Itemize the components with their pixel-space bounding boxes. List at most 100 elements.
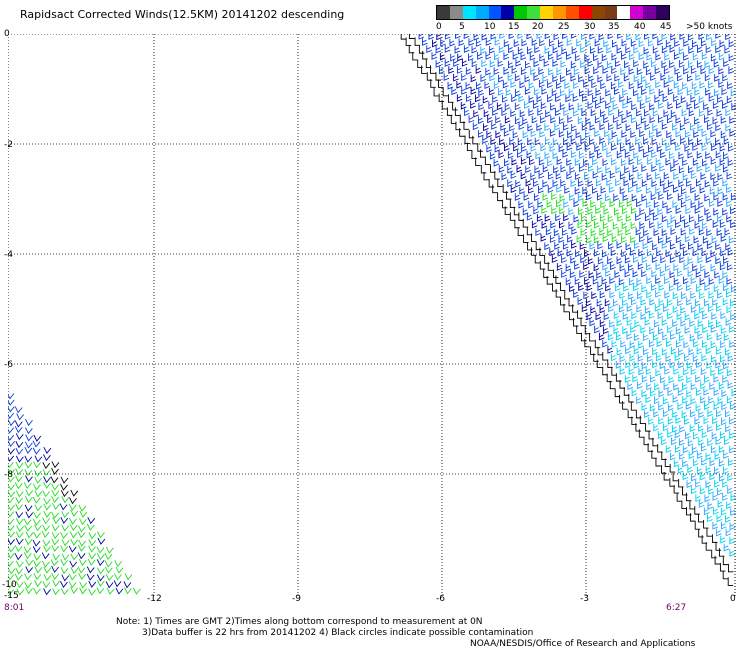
wind-barb (563, 303, 569, 313)
wind-barb (32, 447, 41, 455)
wind-barb (595, 206, 601, 214)
wind-barb (34, 490, 43, 498)
wind-barb (499, 34, 505, 40)
wind-barb (435, 72, 441, 81)
wind-barb (675, 340, 682, 348)
wind-barb (69, 560, 78, 568)
wind-barb (723, 283, 729, 292)
wind-barb (646, 172, 653, 181)
wind-barb (726, 199, 732, 207)
wind-barb (610, 262, 616, 271)
wind-barb (34, 566, 43, 574)
wind-barb (689, 319, 695, 327)
wind-barb (675, 220, 681, 228)
wind-barb (607, 346, 614, 354)
wind-barb (720, 354, 726, 363)
wind-barb (43, 510, 52, 518)
wind-barb (426, 45, 432, 53)
wind-barb (498, 150, 505, 159)
wind-barb (730, 284, 736, 293)
wind-barb (728, 458, 734, 466)
wind-barb (729, 536, 735, 545)
wind-barb (645, 80, 652, 89)
wind-barb (607, 332, 614, 341)
wind-barb (43, 476, 51, 484)
wind-barb (25, 559, 34, 567)
wind-barb (722, 164, 729, 173)
wind-barb (586, 220, 592, 228)
wind-barb (679, 255, 685, 264)
wind-barb (538, 67, 545, 75)
wind-barb (657, 444, 663, 453)
wind-barb (613, 326, 620, 335)
wind-barb (673, 367, 679, 375)
wind-barb (8, 412, 15, 419)
y-tick-label: -8 (4, 470, 13, 480)
wind-barb (550, 220, 556, 229)
wind-barb (597, 256, 604, 265)
wind-barb (688, 347, 695, 356)
wind-barb (684, 129, 691, 138)
wind-barb (717, 214, 723, 223)
wind-barb (589, 122, 596, 131)
wind-barb (51, 572, 59, 580)
wind-barb (706, 241, 713, 250)
wind-barb (574, 262, 580, 270)
wind-barb (88, 539, 97, 547)
wind-barb (637, 262, 644, 270)
wind-barb (689, 513, 696, 522)
wind-barb (483, 123, 489, 132)
wind-barb (675, 249, 682, 258)
wind-barb (710, 129, 717, 138)
wind-barb (655, 157, 662, 166)
wind-barb (670, 227, 677, 236)
wind-barb (579, 164, 585, 172)
wind-barb (675, 416, 682, 424)
wind-barb (717, 500, 724, 508)
wind-barb (574, 172, 581, 180)
wind-barb (649, 87, 656, 95)
wind-barb (666, 130, 672, 139)
wind-barb (574, 158, 581, 167)
wind-barb (669, 360, 676, 369)
wind-barb (641, 193, 648, 202)
wind-barb (33, 434, 42, 442)
wind-barb (643, 228, 649, 237)
wind-barb (421, 65, 427, 74)
wind-barb (611, 367, 617, 376)
legend-swatch (643, 6, 657, 19)
wind-barb (549, 38, 555, 47)
wind-barb (691, 445, 698, 454)
wind-barb (454, 45, 461, 54)
wind-barb (480, 149, 486, 158)
wind-barb (667, 403, 674, 412)
wind-barb (565, 52, 572, 60)
wind-barb (8, 490, 16, 498)
wind-barb (658, 101, 664, 109)
wind-barb (663, 471, 670, 481)
wind-barb (545, 227, 552, 236)
wind-barb (507, 179, 513, 188)
wind-barb (633, 255, 639, 263)
wind-barb (698, 500, 705, 508)
wind-barb (621, 52, 627, 60)
wind-barb (680, 214, 686, 223)
legend-label: 0 (436, 22, 442, 32)
wind-barb (489, 46, 495, 54)
wind-barb (660, 73, 667, 81)
wind-barb (621, 206, 628, 215)
wind-barb (577, 179, 584, 187)
wind-barb (725, 34, 731, 41)
wind-barb (722, 570, 729, 580)
wind-barb (656, 248, 662, 257)
wind-barb (661, 347, 668, 356)
wind-barb (513, 39, 520, 48)
wind-barb (664, 52, 670, 61)
wind-barb (628, 277, 635, 286)
wind-barb (571, 150, 577, 158)
wind-barb (454, 107, 461, 116)
wind-barb (503, 143, 510, 152)
wind-barb (722, 73, 728, 82)
wind-barb (683, 39, 689, 47)
wind-barb (715, 123, 721, 132)
